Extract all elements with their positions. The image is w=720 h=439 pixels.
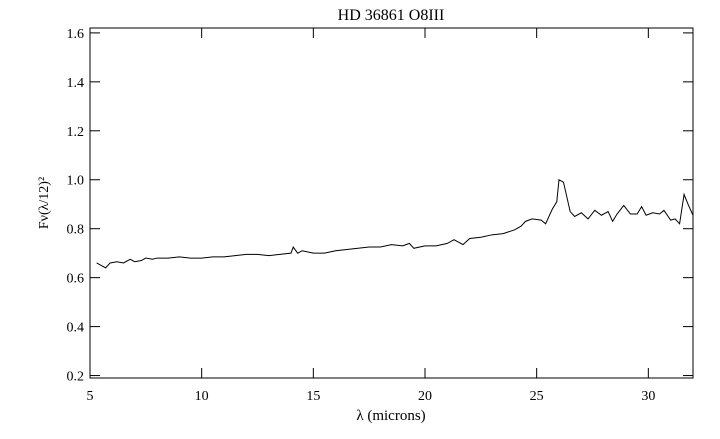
- y-tick-label: 1.0: [67, 174, 85, 189]
- plot-frame: [89, 27, 694, 379]
- spectrum-line: [96, 178, 694, 269]
- y-tick-label: 0.6: [67, 272, 85, 287]
- x-axis-label: λ (microns): [356, 408, 425, 424]
- x-tick-label: 30: [641, 389, 655, 404]
- x-tick-label: 20: [418, 389, 432, 404]
- y-axis-label: Fν(λ/12)²: [37, 177, 52, 229]
- y-tick-label: 0.8: [67, 223, 85, 238]
- y-tick-label: 1.2: [67, 125, 85, 140]
- x-tick-label: 5: [87, 389, 94, 404]
- y-tick-label: 0.2: [67, 370, 85, 385]
- chart-title: HD 36861 O8III: [338, 7, 445, 24]
- x-tick-label: 25: [530, 389, 544, 404]
- y-tick-label: 0.4: [67, 321, 85, 336]
- y-tick-label: 1.6: [67, 27, 85, 42]
- x-tick-label: 15: [306, 389, 320, 404]
- x-tick-label: 10: [195, 389, 209, 404]
- y-tick-label: 1.4: [67, 76, 85, 91]
